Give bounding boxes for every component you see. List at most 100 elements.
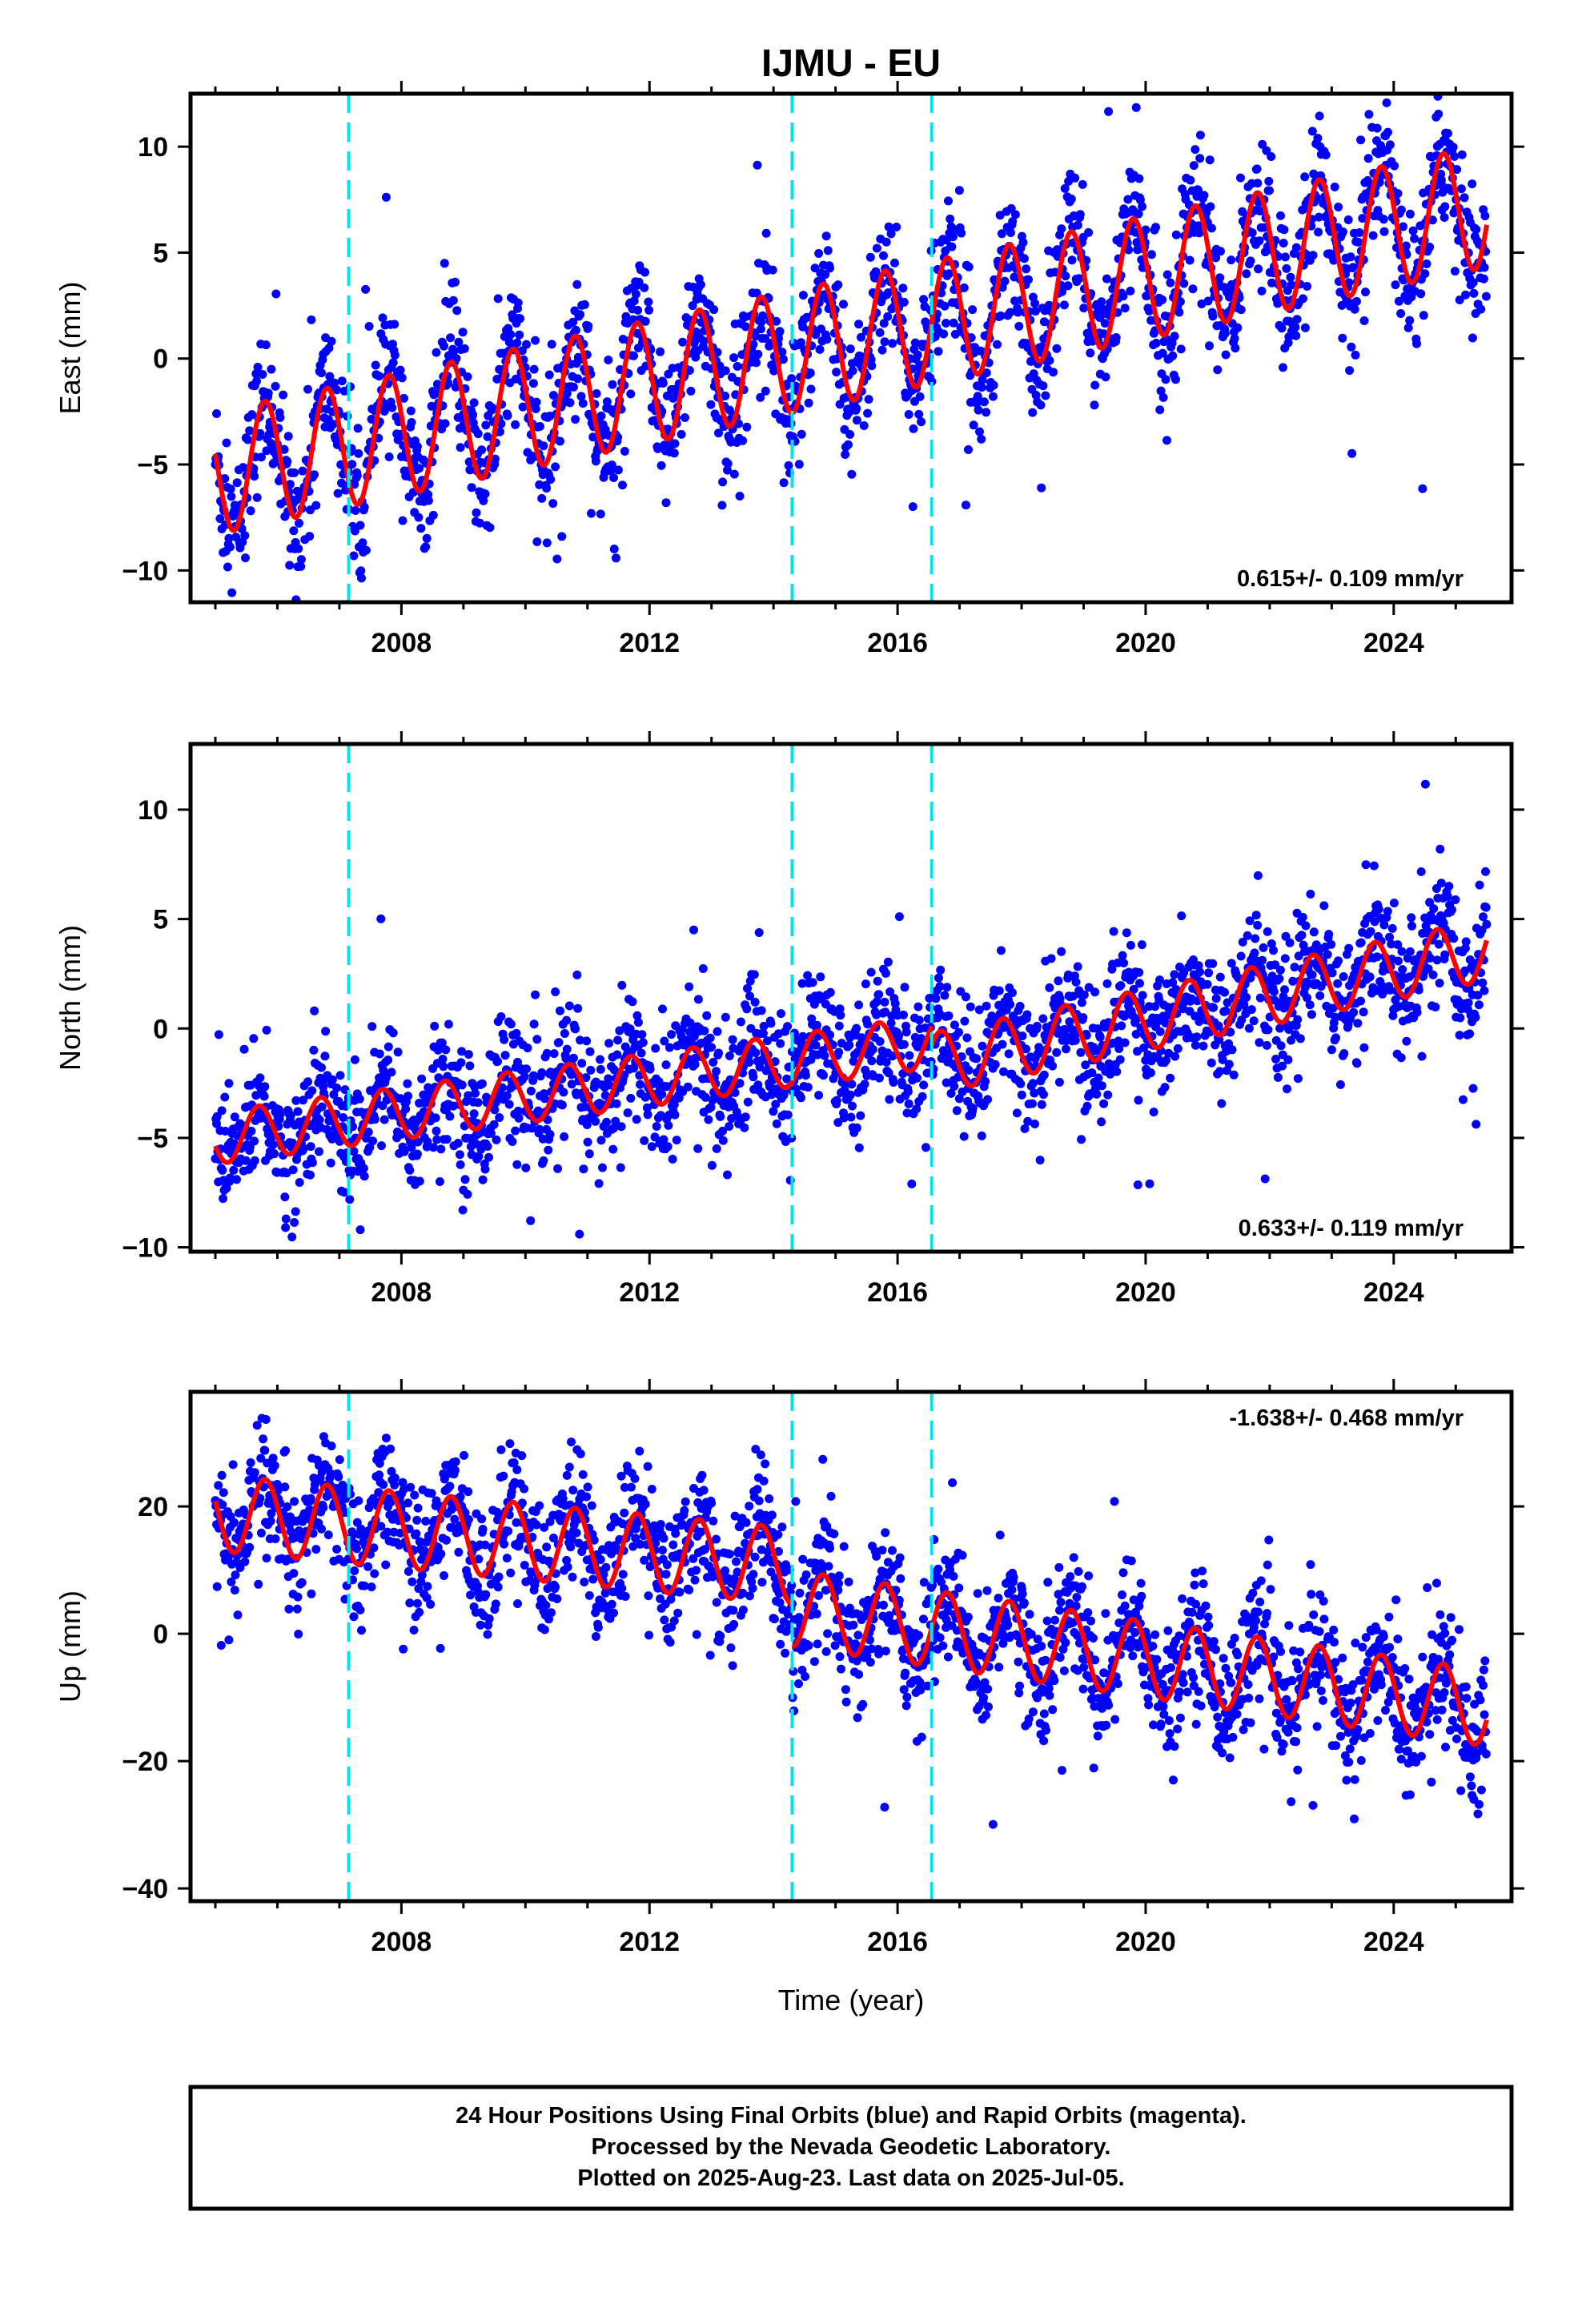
data-point bbox=[571, 1024, 580, 1034]
data-point bbox=[642, 1103, 652, 1112]
data-point bbox=[1264, 176, 1274, 186]
y-tick-label-east: 10 bbox=[138, 132, 168, 163]
data-point bbox=[517, 346, 527, 356]
data-point bbox=[406, 406, 416, 416]
data-point bbox=[626, 1093, 636, 1103]
data-point bbox=[279, 444, 289, 454]
data-point bbox=[761, 334, 770, 344]
data-point bbox=[355, 1094, 364, 1104]
data-point bbox=[1356, 996, 1365, 1006]
data-point bbox=[481, 420, 491, 430]
data-point bbox=[979, 397, 989, 407]
data-point bbox=[568, 317, 578, 327]
data-point bbox=[968, 305, 978, 315]
data-point bbox=[700, 1026, 709, 1035]
data-point bbox=[315, 1115, 324, 1124]
data-point bbox=[483, 1142, 492, 1151]
data-point bbox=[1334, 203, 1343, 211]
data-point bbox=[556, 1006, 564, 1015]
data-point bbox=[1095, 1032, 1105, 1042]
data-point bbox=[1350, 304, 1359, 314]
data-point bbox=[1347, 448, 1357, 458]
data-point bbox=[591, 456, 600, 466]
data-point bbox=[241, 1156, 251, 1165]
data-point bbox=[288, 1165, 298, 1175]
data-point bbox=[568, 1053, 578, 1063]
data-point bbox=[473, 429, 483, 439]
data-point bbox=[1460, 193, 1469, 203]
data-point bbox=[620, 447, 629, 456]
data-point bbox=[1427, 215, 1437, 225]
data-point bbox=[437, 1038, 447, 1047]
data-point bbox=[1103, 1090, 1113, 1100]
data-point bbox=[1026, 356, 1035, 366]
data-point bbox=[431, 388, 440, 398]
data-point bbox=[1017, 1090, 1026, 1100]
data-point bbox=[861, 979, 870, 989]
data-point bbox=[852, 1123, 861, 1132]
data-point bbox=[1480, 211, 1490, 221]
data-point bbox=[463, 372, 472, 381]
data-point bbox=[1285, 938, 1295, 947]
data-point bbox=[454, 337, 464, 347]
data-point bbox=[854, 320, 864, 329]
data-point bbox=[466, 465, 476, 475]
data-point bbox=[841, 450, 850, 459]
data-point bbox=[317, 1524, 326, 1534]
data-point bbox=[355, 1605, 365, 1614]
data-point bbox=[337, 478, 346, 488]
data-point bbox=[468, 410, 478, 420]
data-point bbox=[262, 1025, 271, 1035]
data-point bbox=[452, 306, 462, 316]
data-point bbox=[526, 1086, 536, 1096]
data-point bbox=[400, 393, 408, 403]
data-point bbox=[832, 1096, 841, 1105]
data-point bbox=[1179, 279, 1189, 288]
data-point bbox=[766, 1019, 776, 1028]
data-point bbox=[1280, 954, 1290, 963]
data-point bbox=[442, 1135, 452, 1144]
x-tick-label-north: 2012 bbox=[619, 1277, 680, 1308]
data-point bbox=[243, 435, 252, 444]
data-point bbox=[295, 518, 303, 528]
data-point bbox=[348, 1122, 357, 1132]
data-point bbox=[1052, 1047, 1062, 1057]
data-point bbox=[1364, 110, 1374, 119]
data-point bbox=[1383, 127, 1392, 137]
data-point bbox=[1378, 67, 1387, 76]
data-point bbox=[834, 1047, 844, 1057]
data-point bbox=[327, 336, 336, 346]
data-point bbox=[1217, 1099, 1227, 1108]
data-point bbox=[881, 237, 891, 247]
data-point bbox=[834, 1021, 844, 1031]
data-point bbox=[637, 1030, 647, 1039]
data-point bbox=[571, 325, 580, 335]
data-point bbox=[522, 1064, 531, 1074]
data-point bbox=[1046, 954, 1056, 963]
y-tick-label-east: 0 bbox=[153, 344, 168, 375]
data-point bbox=[954, 1027, 964, 1037]
data-point bbox=[537, 1068, 547, 1077]
data-point bbox=[620, 1042, 630, 1051]
data-point bbox=[271, 381, 280, 391]
data-point bbox=[743, 1097, 753, 1107]
data-point bbox=[753, 160, 762, 170]
data-point bbox=[1259, 943, 1268, 952]
data-point bbox=[1338, 333, 1347, 343]
data-point bbox=[556, 436, 564, 446]
data-point bbox=[473, 1098, 483, 1108]
data-point bbox=[1215, 972, 1225, 982]
data-point bbox=[1236, 173, 1245, 183]
data-point bbox=[492, 1135, 501, 1144]
data-point bbox=[677, 429, 686, 439]
data-point bbox=[1006, 999, 1015, 1009]
data-point bbox=[536, 422, 544, 431]
data-point bbox=[1291, 323, 1300, 332]
data-point bbox=[856, 1111, 865, 1120]
data-point bbox=[1158, 348, 1167, 358]
data-point bbox=[596, 1136, 606, 1145]
data-point bbox=[349, 1147, 359, 1156]
data-point bbox=[1355, 228, 1364, 237]
data-point bbox=[962, 501, 970, 510]
data-point bbox=[803, 971, 813, 980]
